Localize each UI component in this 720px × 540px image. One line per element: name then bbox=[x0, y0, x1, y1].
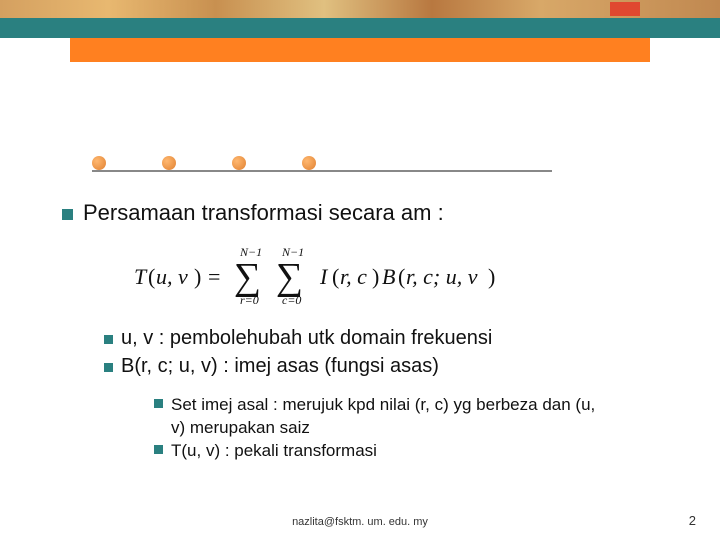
bullet-level-1: Persamaan transformasi secara am : bbox=[62, 200, 662, 226]
slide-body: Persamaan transformasi secara am : T ( u… bbox=[62, 200, 662, 463]
svg-text:): ) bbox=[194, 264, 201, 289]
decorative-top-strip bbox=[0, 0, 720, 18]
svg-text:(: ( bbox=[332, 264, 339, 289]
page-number: 2 bbox=[689, 513, 696, 528]
svg-text:(: ( bbox=[148, 264, 155, 289]
svg-text:): ) bbox=[488, 264, 495, 289]
orange-band bbox=[70, 38, 650, 62]
svg-text:): ) bbox=[372, 264, 379, 289]
square-bullet-icon bbox=[62, 209, 73, 220]
svg-text:u, v: u, v bbox=[156, 264, 188, 289]
bullet-text: u, v : pembolehubah utk domain frekuensi bbox=[121, 327, 492, 349]
horizontal-rule bbox=[92, 170, 552, 172]
svg-text:∑: ∑ bbox=[234, 256, 261, 298]
bullet-text: B(r, c; u, v) : imej asas (fungsi asas) bbox=[121, 355, 439, 377]
svg-text:(: ( bbox=[398, 264, 405, 289]
bullet-level-2: u, v : pembolehubah utk domain frekuensi… bbox=[104, 324, 662, 380]
svg-text:I: I bbox=[319, 264, 329, 289]
footer-email: nazlita@fsktm. um. edu. my bbox=[0, 516, 720, 528]
svg-text:r=0: r=0 bbox=[240, 293, 259, 307]
square-bullet-icon bbox=[104, 363, 113, 372]
square-bullet-icon bbox=[154, 445, 163, 454]
svg-text:r, c: r, c bbox=[340, 264, 367, 289]
square-bullet-icon bbox=[154, 399, 163, 408]
bullet-level-3: Set imej asal : merujuk kpd nilai (r, c)… bbox=[154, 394, 662, 463]
svg-text:∑: ∑ bbox=[276, 256, 303, 298]
bullet-text: Set imej asal : merujuk kpd nilai (r, c)… bbox=[171, 394, 601, 440]
teal-band bbox=[0, 18, 720, 38]
svg-text:r, c; u, v: r, c; u, v bbox=[406, 264, 478, 289]
svg-text:B: B bbox=[382, 264, 395, 289]
svg-text:=: = bbox=[208, 264, 220, 289]
bullet-text: Persamaan transformasi secara am : bbox=[83, 200, 444, 225]
dot bbox=[302, 156, 316, 170]
equation: T ( u, v ) = N−1 ∑ r=0 N−1 ∑ c=0 I ( r, … bbox=[134, 244, 662, 300]
dot bbox=[162, 156, 176, 170]
decorative-dots bbox=[92, 156, 316, 170]
svg-text:c=0: c=0 bbox=[282, 293, 301, 307]
dot bbox=[92, 156, 106, 170]
bullet-text: T(u, v) : pekali transformasi bbox=[171, 440, 377, 463]
svg-text:T: T bbox=[134, 264, 148, 289]
square-bullet-icon bbox=[104, 335, 113, 344]
dot bbox=[232, 156, 246, 170]
